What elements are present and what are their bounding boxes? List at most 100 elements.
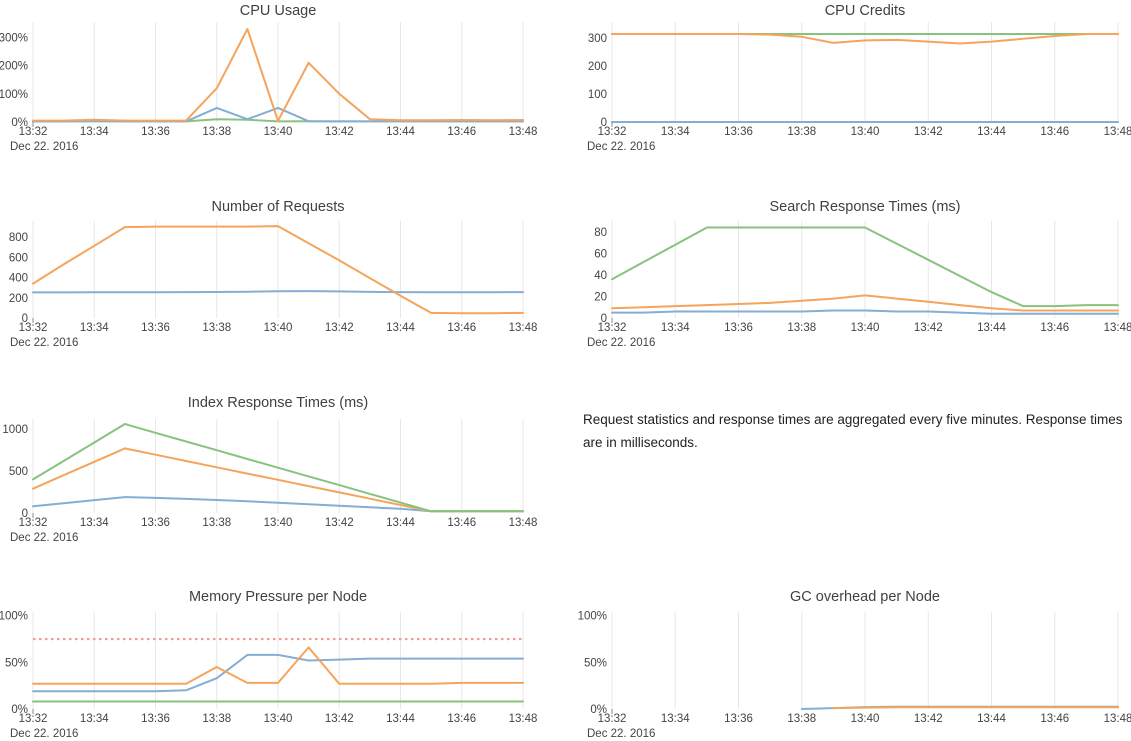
x-tick-label: 13:34: [80, 322, 109, 334]
x-tick-label: 13:40: [264, 322, 293, 334]
x-tick-label: 13:36: [724, 322, 753, 334]
x-tick-label: 13:44: [386, 713, 415, 725]
x-tick-label: 13:42: [914, 126, 943, 138]
y-tick-label: 40: [594, 270, 607, 282]
x-tick-label: 13:34: [661, 713, 690, 725]
y-tick-label: 0: [22, 508, 28, 520]
y-tick-label: 0%: [590, 704, 607, 716]
x-tick-label: 13:38: [202, 517, 231, 529]
x-tick-label: 13:32: [598, 322, 627, 334]
x-tick-label: 13:48: [509, 126, 538, 138]
x-tick-label: 13:44: [977, 322, 1006, 334]
x-tick-label: 13:32: [19, 713, 48, 725]
chart-cpu-credits: CPU Credits 0 100 200 300 13:32 13:34 13:36 13:…: [565, 0, 1131, 170]
cpu-credits-plot[interactable]: 0 100 200 300 13:32 13:34 13:36 13:38 13:40 13:42…: [565, 0, 1131, 170]
chart-memory-pressure-per-node: Memory Pressure per Node 0% 50% 100% 13:32 1…: [0, 575, 565, 741]
series-line-orange: [32, 28, 524, 122]
x-tick-label: 13:34: [661, 126, 690, 138]
x-tick-label: 13:42: [325, 126, 354, 138]
y-tick-label: 300%: [0, 32, 28, 44]
x-tick-label: 13:32: [598, 713, 627, 725]
y-tick-label: 20: [594, 291, 607, 303]
series-line-orange: [611, 33, 1119, 45]
series-line-blue: [32, 106, 524, 123]
y-tick-label: 600: [9, 252, 28, 264]
x-axis-date-label: Dec 22. 2016: [10, 337, 78, 349]
x-tick-label: 13:34: [80, 713, 109, 725]
x-tick-label: 13:42: [914, 713, 943, 725]
chart-search-response-times: Search Response Times (ms) 0 20 40 60 80 13:3…: [565, 185, 1131, 355]
series-line-orange: [832, 706, 1119, 710]
y-tick-label: 0: [22, 313, 28, 325]
x-axis-date-label: Dec 22. 2016: [10, 728, 78, 740]
x-axis-date-label: Dec 22. 2016: [10, 141, 78, 153]
memory-pressure-plot[interactable]: 0% 50% 100% 13:32 13:34 13:36 13:38 13:40 13:42 1…: [0, 575, 565, 741]
series-line-green: [32, 423, 524, 513]
y-tick-label: 300: [588, 33, 607, 45]
x-tick-label: 13:32: [19, 517, 48, 529]
x-tick-label: 13:46: [1040, 126, 1069, 138]
cpu-usage-plot[interactable]: 0% 100% 200% 300% 13:32 13:34 13:36 13:38 13:40 1…: [0, 0, 565, 170]
y-tick-label: 0: [601, 313, 607, 325]
chart-title-search-response-times: Search Response Times (ms): [769, 199, 961, 215]
x-tick-label: 13:38: [202, 126, 231, 138]
x-tick-label: 13:42: [325, 517, 354, 529]
x-tick-label: 13:32: [598, 126, 627, 138]
x-tick-label: 13:36: [141, 713, 170, 725]
chart-title-gc-overhead: GC overhead per Node: [790, 589, 940, 605]
gc-overhead-plot[interactable]: 0% 50% 100% 13:32 13:34 13:36 13:38 13:40 13:42 1…: [565, 575, 1131, 741]
x-tick-label: 13:46: [447, 517, 476, 529]
x-tick-label: 13:48: [509, 517, 538, 529]
x-tick-label: 13:38: [787, 713, 816, 725]
x-tick-label: 13:44: [386, 322, 415, 334]
series-line-green: [611, 226, 1119, 308]
x-tick-label: 13:38: [202, 322, 231, 334]
x-tick-label: 13:34: [80, 126, 109, 138]
search-response-times-plot[interactable]: 0 20 40 60 80 13:32 13:34 13:36 13:38 13:40 13:42 1…: [565, 185, 1131, 355]
series-line-blue: [611, 309, 1119, 315]
x-tick-label: 13:32: [19, 322, 48, 334]
series-line-blue: [32, 290, 524, 294]
chart-title-cpu-credits: CPU Credits: [824, 3, 906, 19]
y-tick-label: 800: [9, 232, 28, 244]
x-tick-label: 13:46: [1040, 713, 1069, 725]
y-tick-label: 0%: [11, 117, 28, 129]
x-tick-label: 13:40: [851, 713, 880, 725]
chart-gc-overhead-per-node: GC overhead per Node 0% 50% 100% 13:32 13:34…: [565, 575, 1131, 741]
series-line-blue: [32, 653, 524, 693]
x-tick-label: 13:48: [1104, 322, 1131, 334]
x-tick-label: 13:40: [264, 713, 293, 725]
y-tick-label: 200: [588, 61, 607, 73]
x-tick-label: 13:34: [661, 322, 690, 334]
y-tick-label: 80: [594, 227, 607, 239]
x-tick-label: 13:36: [141, 517, 170, 529]
y-tick-label: 100%: [578, 611, 607, 623]
x-tick-label: 13:34: [80, 517, 109, 529]
x-tick-label: 13:40: [851, 322, 880, 334]
x-tick-label: 13:42: [325, 322, 354, 334]
x-tick-label: 13:36: [141, 322, 170, 334]
x-axis-date-label: Dec 22. 2016: [587, 337, 655, 349]
y-tick-label: 100%: [0, 89, 28, 101]
x-tick-label: 13:48: [1104, 713, 1131, 725]
x-tick-label: 13:42: [914, 322, 943, 334]
y-tick-label: 500: [9, 466, 28, 478]
series-line-orange: [611, 294, 1119, 312]
x-axis-date-label: Dec 22. 2016: [10, 532, 78, 544]
chart-number-of-requests: Number of Requests 0 200 400 600 800 13:32 13:…: [0, 185, 565, 355]
number-of-requests-plot[interactable]: 0 200 400 600 800 13:32 13:34 13:36 13:38 13:40 13…: [0, 185, 565, 355]
y-tick-label: 50%: [5, 657, 28, 669]
x-tick-label: 13:36: [141, 126, 170, 138]
x-tick-label: 13:40: [264, 126, 293, 138]
x-tick-label: 13:38: [787, 126, 816, 138]
x-tick-label: 13:44: [977, 126, 1006, 138]
chart-title-index-response-times: Index Response Times (ms): [187, 395, 369, 411]
x-axis-date-label: Dec 22. 2016: [587, 141, 655, 153]
index-response-times-plot[interactable]: 0 500 1000 13:32 13:34 13:36 13:38 13:40 13:42 13…: [0, 380, 565, 550]
x-tick-label: 13:46: [1040, 322, 1069, 334]
x-tick-label: 13:46: [447, 713, 476, 725]
x-tick-label: 13:46: [447, 126, 476, 138]
y-tick-label: 100: [588, 89, 607, 101]
y-tick-label: 200%: [0, 61, 28, 73]
